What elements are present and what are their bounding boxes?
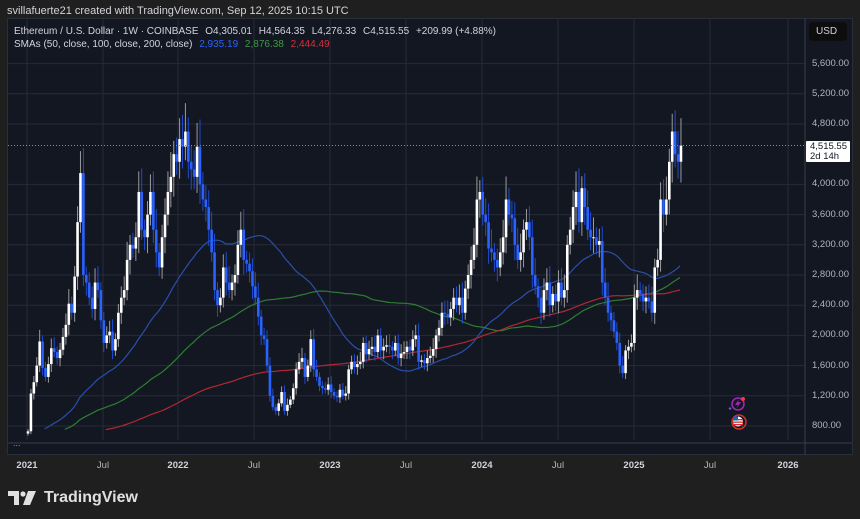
last-price-tag: 4,515.55 2d 14h [806, 141, 850, 162]
price-tick: 1,200.00 [812, 389, 849, 401]
time-tick: 2021 [16, 460, 38, 471]
sma200-value: 2,444.49 [290, 39, 330, 50]
currency-button[interactable]: USD [809, 22, 847, 41]
price-tick: 2,800.00 [812, 269, 849, 280]
open-value: O4,305.01 [205, 26, 252, 37]
high-value: H4,564.35 [258, 26, 305, 37]
price-tick: 4,800.00 [812, 118, 849, 129]
tradingview-mark-icon [8, 491, 36, 505]
lightning-event-icon[interactable] [728, 397, 746, 411]
bar-countdown: 2d 14h [810, 151, 840, 162]
change-value: +209.99 (+4.88%) [415, 26, 496, 37]
symbol-legend: Ethereum / U.S. Dollar · 1W · COINBASE O… [14, 26, 500, 37]
time-tick: Jul [247, 460, 261, 471]
sma-label[interactable]: SMAs (50, close, 100, close, 200, close) [14, 39, 193, 50]
price-tick: 2,000.00 [812, 329, 849, 341]
event-icons [728, 397, 747, 430]
tradingview-logo[interactable]: TradingView [8, 489, 138, 507]
low-value: L4,276.33 [311, 26, 357, 37]
us-flag-event-icon[interactable] [731, 414, 747, 430]
sma50-value: 2,935.19 [199, 39, 239, 50]
time-tick: 2026 [777, 460, 799, 471]
close-value: C4,515.55 [363, 26, 410, 37]
last-price: 4,515.55 [810, 141, 847, 152]
price-tick: 800.00 [812, 420, 842, 431]
price-tick: 5,200.00 [812, 87, 849, 99]
price-tick: 3,200.00 [812, 238, 849, 250]
time-tick: Jul [399, 460, 413, 471]
price-tick: 2,400.00 [812, 299, 849, 311]
time-tick: 2023 [319, 460, 341, 471]
time-tick: Jul [703, 460, 717, 471]
attribution-text: svillafuerte21 created with TradingView.… [7, 5, 349, 17]
price-tick: 1,600.00 [812, 359, 849, 371]
time-tick: Jul [551, 460, 565, 471]
price-tick: 3,600.00 [812, 208, 849, 220]
time-tick: 2025 [623, 460, 645, 471]
price-tick: 5,600.00 [812, 57, 849, 69]
time-tick: Jul [96, 460, 110, 471]
price-tick: 4,000.00 [812, 178, 849, 190]
time-tick: 2024 [471, 460, 493, 471]
sma-legend: SMAs (50, close, 100, close, 200, close)… [14, 39, 334, 50]
time-tick: 2022 [167, 460, 189, 471]
logo-text: TradingView [44, 489, 138, 506]
symbol-name[interactable]: Ethereum / U.S. Dollar · 1W · COINBASE [14, 26, 199, 37]
sma100-value: 2,876.38 [244, 39, 284, 50]
more-indicators-button[interactable]: ... [13, 438, 21, 448]
